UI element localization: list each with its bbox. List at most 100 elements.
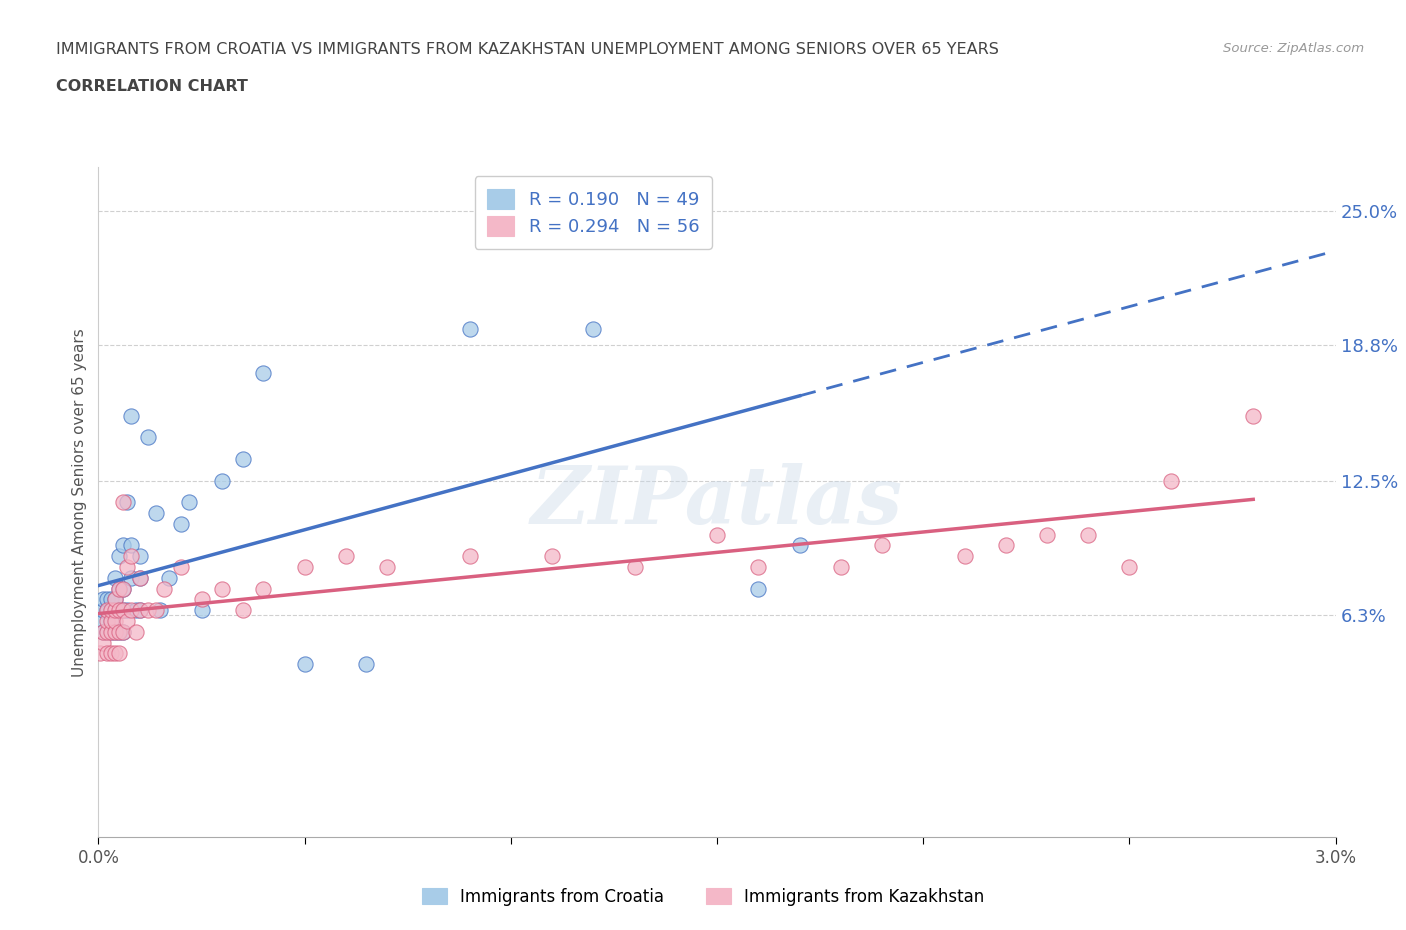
Point — [108, 624, 131, 639]
Point — [211, 581, 233, 596]
Point — [108, 581, 131, 596]
Point — [91, 635, 114, 650]
Point — [170, 516, 193, 531]
Point — [117, 614, 139, 629]
Point — [541, 549, 564, 564]
Point — [104, 614, 127, 629]
Point — [145, 603, 167, 618]
Point — [120, 538, 142, 552]
Point — [89, 646, 111, 661]
Point — [294, 560, 316, 575]
Point — [124, 624, 146, 639]
Point — [104, 592, 127, 607]
Point — [252, 365, 274, 380]
Point — [104, 646, 127, 661]
Point — [157, 570, 180, 585]
Point — [120, 603, 142, 618]
Y-axis label: Unemployment Among Seniors over 65 years: Unemployment Among Seniors over 65 years — [72, 328, 87, 677]
Point — [117, 603, 139, 618]
Point — [91, 624, 114, 639]
Text: CORRELATION CHART: CORRELATION CHART — [56, 79, 247, 94]
Point — [112, 538, 135, 552]
Point — [100, 592, 122, 607]
Point — [108, 603, 131, 618]
Point — [96, 603, 118, 618]
Point — [89, 614, 111, 629]
Point — [112, 581, 135, 596]
Point — [582, 322, 605, 337]
Point — [335, 549, 357, 564]
Point — [96, 614, 118, 629]
Point — [623, 214, 645, 229]
Point — [747, 581, 769, 596]
Point — [458, 322, 481, 337]
Text: Source: ZipAtlas.com: Source: ZipAtlas.com — [1223, 42, 1364, 55]
Point — [100, 603, 122, 618]
Point — [789, 538, 811, 552]
Point — [96, 646, 118, 661]
Point — [100, 614, 122, 629]
Point — [190, 603, 212, 618]
Point — [145, 506, 167, 521]
Point — [128, 570, 150, 585]
Point — [232, 452, 254, 467]
Point — [96, 603, 118, 618]
Point — [153, 581, 176, 596]
Point — [356, 657, 378, 671]
Point — [706, 527, 728, 542]
Point — [104, 624, 127, 639]
Point — [211, 473, 233, 488]
Point — [108, 603, 131, 618]
Point — [91, 603, 114, 618]
Point — [112, 624, 135, 639]
Text: ZIPatlas: ZIPatlas — [531, 463, 903, 541]
Point — [1241, 408, 1264, 423]
Point — [294, 657, 316, 671]
Point — [104, 592, 127, 607]
Point — [252, 581, 274, 596]
Point — [104, 603, 127, 618]
Point — [458, 549, 481, 564]
Point — [1160, 473, 1182, 488]
Point — [179, 495, 201, 510]
Legend: R = 0.190   N = 49, R = 0.294   N = 56: R = 0.190 N = 49, R = 0.294 N = 56 — [475, 177, 711, 248]
Point — [953, 549, 976, 564]
Point — [128, 603, 150, 618]
Point — [1036, 527, 1059, 542]
Point — [747, 560, 769, 575]
Point — [375, 560, 398, 575]
Point — [128, 603, 150, 618]
Point — [994, 538, 1017, 552]
Point — [91, 624, 114, 639]
Point — [117, 560, 139, 575]
Point — [830, 560, 852, 575]
Point — [108, 549, 131, 564]
Point — [96, 624, 118, 639]
Point — [112, 495, 135, 510]
Point — [232, 603, 254, 618]
Point — [120, 570, 142, 585]
Point — [100, 614, 122, 629]
Point — [128, 549, 150, 564]
Point — [136, 603, 159, 618]
Point — [104, 603, 127, 618]
Point — [112, 624, 135, 639]
Point — [149, 603, 172, 618]
Point — [112, 581, 135, 596]
Point — [104, 570, 127, 585]
Point — [100, 624, 122, 639]
Legend: Immigrants from Croatia, Immigrants from Kazakhstan: Immigrants from Croatia, Immigrants from… — [415, 881, 991, 912]
Point — [124, 603, 146, 618]
Point — [108, 581, 131, 596]
Point — [170, 560, 193, 575]
Point — [117, 495, 139, 510]
Point — [623, 560, 645, 575]
Point — [108, 624, 131, 639]
Point — [104, 624, 127, 639]
Point — [120, 408, 142, 423]
Point — [1118, 560, 1140, 575]
Point — [100, 646, 122, 661]
Point — [100, 624, 122, 639]
Point — [100, 603, 122, 618]
Point — [96, 592, 118, 607]
